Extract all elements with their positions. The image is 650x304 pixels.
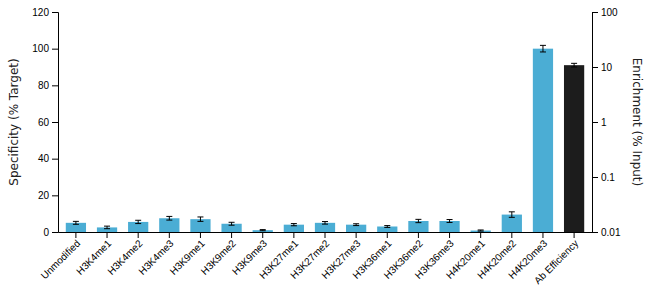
tick: 80 (38, 80, 58, 91)
tick-mark (592, 177, 598, 178)
tick-mark (138, 232, 139, 238)
tick: 1 (592, 117, 607, 128)
tick-mark (52, 159, 58, 160)
tick-mark (387, 232, 388, 238)
tick-mark (592, 232, 598, 233)
tick: 120 (32, 7, 58, 18)
error-bar (322, 222, 328, 225)
bars (66, 45, 584, 232)
tick: 20 (38, 190, 58, 201)
tick-label: 120 (32, 7, 49, 18)
y2-axis: 0.01 0.1 1 10 100 (592, 7, 621, 238)
tick-mark (592, 12, 598, 13)
tick-label: 80 (38, 80, 50, 91)
tick-mark (107, 232, 108, 238)
tick-mark (169, 232, 170, 238)
error-bar (571, 63, 577, 67)
tick: 100 (32, 43, 58, 54)
y-axis-title: Specificity (% Target) (7, 58, 21, 185)
bar (253, 230, 273, 232)
bar (377, 227, 397, 233)
tick-label: 100 (601, 7, 618, 18)
error-bar (73, 221, 79, 224)
tick: 40 (38, 153, 58, 164)
tick-label: Unmodified (39, 238, 83, 282)
bar (471, 231, 491, 232)
error-bar (260, 230, 266, 231)
tick-mark (574, 232, 575, 238)
tick-label: 20 (38, 190, 50, 201)
tick-label: 10 (601, 62, 613, 73)
error-bar (197, 217, 203, 221)
tick-mark (75, 232, 76, 238)
tick-mark (52, 195, 58, 196)
error-bar (229, 222, 235, 225)
y-axis: 0 20 40 60 80 100 120 (32, 7, 58, 238)
y2-axis-title: Enrichment (% Input) (630, 58, 644, 187)
tick: 0.01 (592, 227, 621, 238)
tick-label: 0.1 (601, 172, 615, 183)
plot: UnmodifiedH3K4me1H3K4me2H3K4me3H3K9me1H3… (32, 7, 621, 286)
x-axis: UnmodifiedH3K4me1H3K4me2H3K4me3H3K9me1H3… (39, 232, 593, 286)
tick: 0.1 (592, 172, 615, 183)
error-bar (384, 226, 390, 228)
tick-mark (418, 232, 419, 238)
tick-label: Ab Efficiency (532, 238, 581, 287)
chart: UnmodifiedH3K4me1H3K4me2H3K4me3H3K9me1H3… (0, 0, 650, 304)
tick: 10 (592, 62, 613, 73)
tick-mark (592, 67, 598, 68)
error-bar (166, 216, 172, 220)
tick-mark (52, 49, 58, 50)
error-bar (353, 224, 359, 226)
tick-mark (200, 232, 201, 238)
tick-mark (325, 232, 326, 238)
error-bar (540, 45, 546, 52)
tick: 0 (43, 227, 58, 238)
error-bar (135, 220, 141, 223)
tick-mark (449, 232, 450, 238)
tick-mark (231, 232, 232, 238)
error-bar (447, 220, 453, 223)
tick-mark (480, 232, 481, 238)
tick: Ab Efficiency (532, 232, 581, 286)
error-bar (291, 224, 297, 226)
error-bar (104, 226, 110, 229)
tick-mark (52, 85, 58, 86)
tick-label: 0 (43, 227, 49, 238)
axis-line (593, 13, 599, 233)
tick-label: 0.01 (601, 227, 621, 238)
tick: Unmodified (39, 232, 83, 281)
bar (346, 225, 366, 232)
bar (533, 49, 553, 232)
tick-mark (52, 12, 58, 13)
tick-mark (262, 232, 263, 238)
error-bar (478, 230, 484, 231)
tick-label: 40 (38, 153, 50, 164)
tick-mark (293, 232, 294, 238)
tick-label: 60 (38, 117, 50, 128)
tick: 100 (592, 7, 618, 18)
tick-mark (52, 122, 58, 123)
axis-line (52, 13, 59, 233)
tick-mark (511, 232, 512, 238)
tick-mark (356, 232, 357, 238)
tick-mark (592, 122, 598, 123)
tick-mark (52, 232, 58, 233)
tick-label: 1 (601, 117, 607, 128)
tick-mark (542, 232, 543, 238)
error-bar (415, 219, 421, 222)
tick: 60 (38, 117, 58, 128)
error-bar (509, 212, 515, 218)
tick-label: 100 (32, 43, 49, 54)
bar (564, 65, 584, 232)
